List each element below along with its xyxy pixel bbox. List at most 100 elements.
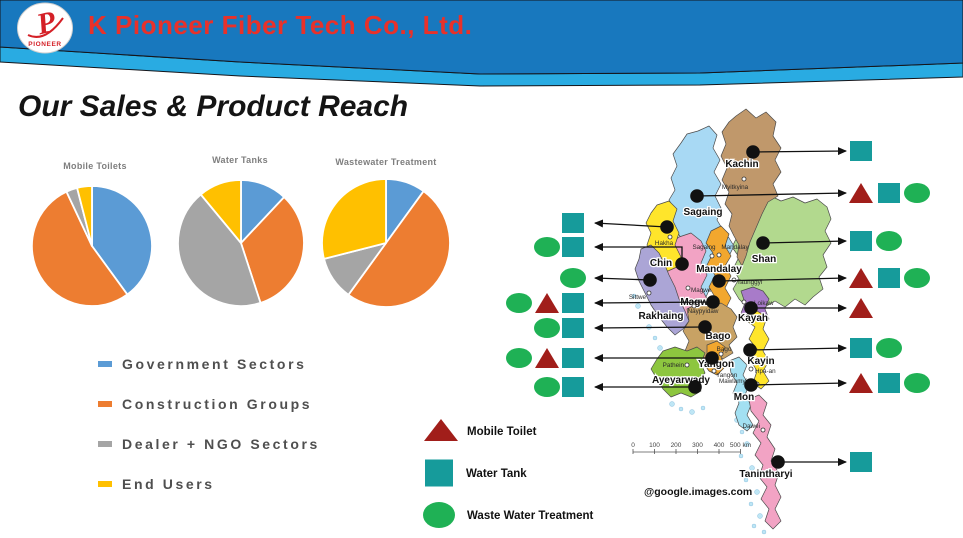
mobile-toilet-icon [535,348,559,368]
city-dot-bago_city [718,351,724,357]
arrow-chin [594,219,668,228]
city-dot-pathein [684,362,690,368]
map-dot-magwe_n [675,257,689,271]
water-tank-icon [878,373,900,393]
company-logo: P PIONEER [17,2,73,54]
water-tank-icon [562,377,584,397]
waste-water-icon [560,268,586,288]
island [749,465,755,471]
arrow-shan [762,237,847,246]
island [631,293,637,299]
map-dot-chin [660,220,674,234]
island [669,401,675,407]
legend-row-government: Government Sectors [98,344,320,384]
waste-water-icon [904,373,930,393]
mobile-toilet-icon [424,419,458,441]
map-dot-rakhaing [643,273,657,287]
logo-swoosh [27,17,64,38]
city-dot-mandalay_city [716,252,722,258]
region-label-mandalay: Mandalay [696,264,742,275]
island [678,406,684,412]
waste-water-icon [876,338,902,358]
city-label-sittwe: Sittwe [629,294,647,301]
city-label-naypyidaw: Naypyidaw [688,308,719,315]
region-label-mon: Mon [734,392,755,403]
pie-legend: Government Sectors Construction Groups D… [98,344,320,504]
arrow-rakhaing [594,274,651,283]
scale-tick-label: 100 [649,442,660,449]
map-dot-sagaing [690,189,704,203]
scale-tick-label: 0 [631,442,635,449]
scale-bar: 0 100 200 300 400 500 km [631,442,751,454]
city-dot-hpa_an [748,366,754,372]
region-label-chin: Chin [650,258,672,269]
city-label-yangon_city: Yangon [716,372,738,379]
water-tank-icon [562,213,584,233]
logo-text: PIONEER [28,41,61,48]
city-label-magwe_city: Magwe [691,287,712,294]
island [748,501,754,507]
city-dot-naypyidaw [691,303,697,309]
map-dot-mandalay [712,274,726,288]
pie-title-mobile-toilets: Mobile Toilets [63,161,127,171]
city-label-mawlamyine: Mawlamyine [719,378,754,385]
legend-label: Construction Groups [122,396,313,412]
water-tank-icon [425,459,453,487]
map-dot-yangon [705,351,719,365]
map-legend-label-mobile_toilet: Mobile Toilet [467,426,537,438]
arrow-mon [750,379,847,388]
map-dot-kachin [746,145,760,159]
city-dot-sittwe [646,290,652,296]
legend-swatch-gray [98,441,112,447]
island [754,489,760,495]
island [635,303,641,309]
city-dot-yangon_city [711,368,717,374]
map-legend: Mobile Toilet Water Tank Waste Water Treat… [423,419,593,528]
logo-circle [17,2,73,54]
water-tank-icon [562,237,584,257]
island [743,477,749,483]
arrow-naypyidaw [594,298,714,307]
legend-swatch-yellow [98,481,112,487]
region-rakhaing [634,244,690,336]
region-tanintharyi [748,394,782,530]
pie-slice-3 [76,185,93,247]
map-dot-bago [698,320,712,334]
city-label-hpa_an: Hpa-an [755,368,776,375]
waste-water-icon [534,318,560,338]
city-dot-loikaw [741,299,747,305]
image-credit: @google.images.com [644,486,752,498]
pie-slice-1 [240,196,305,304]
region-kachin [720,108,782,267]
water-tank-icon [850,231,872,251]
legend-row-construction: Construction Groups [98,384,320,424]
city-label-hakha: Hakha [655,240,674,247]
pie-slice-2 [177,193,262,307]
map-dot-kayah [744,301,758,315]
region-label-ayeyarwady: Ayeyarwady [652,375,710,386]
water-tank-icon [562,348,584,368]
city-label-dawei: Dawei [743,423,761,430]
island [757,513,763,519]
pie-chart-wastewater-treatment [321,178,451,308]
region-label-kayah: Kayah [738,313,768,324]
city-label-loikaw: Loikaw [754,300,774,307]
map-dot-tanintharyi [771,455,785,469]
city-dot-sagaing_city [709,253,715,259]
region-label-tanintharyi: Tanintharyi [739,469,792,480]
island [640,313,646,319]
pie-slice-1 [347,190,451,308]
legend-row-end-users: End Users [98,464,320,504]
water-tank-icon [878,183,900,203]
legend-label: Dealer + NGO Sectors [122,436,320,452]
pie-chart-water-tanks [177,179,305,307]
region-label-kayin: Kayin [747,356,774,367]
island [700,405,706,411]
waste-water-icon [423,502,455,528]
city-dot-dawei [760,427,766,433]
island [689,409,695,415]
mobile-toilet-icon [849,183,873,203]
map-legend-label-waste_water: Waste Water Treatment [467,510,593,522]
map-dot-ayeyarwady [688,380,702,394]
